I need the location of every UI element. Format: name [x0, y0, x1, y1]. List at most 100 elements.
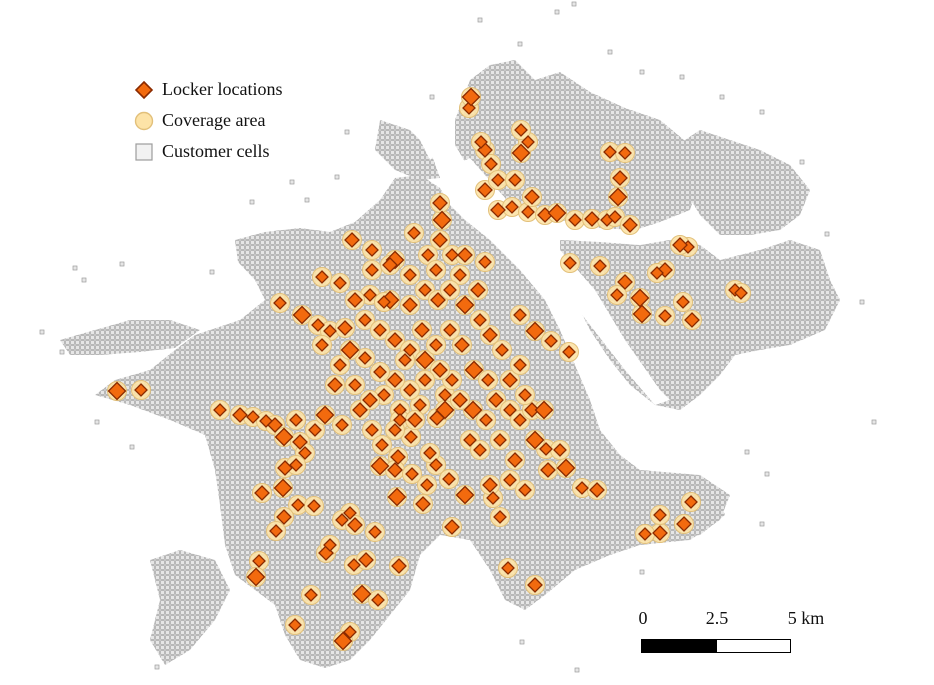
locker-marker[interactable] [315, 270, 329, 284]
locker-marker[interactable] [402, 297, 418, 313]
locker-marker[interactable] [292, 434, 308, 450]
locker-marker[interactable] [277, 460, 293, 476]
locker-marker[interactable] [404, 430, 418, 444]
locker-marker[interactable] [653, 508, 667, 522]
locker-marker[interactable] [337, 320, 353, 336]
locker-marker[interactable] [502, 372, 518, 388]
locker-marker[interactable] [534, 400, 554, 420]
locker-marker[interactable] [403, 383, 417, 397]
locker-marker[interactable] [418, 283, 432, 297]
locker-marker[interactable] [507, 452, 523, 468]
locker-marker[interactable] [525, 321, 545, 341]
locker-marker[interactable] [734, 286, 748, 300]
locker-marker[interactable] [432, 362, 448, 378]
locker-marker[interactable] [276, 509, 292, 525]
locker-marker[interactable] [414, 322, 430, 338]
locker-marker[interactable] [630, 288, 650, 308]
locker-marker[interactable] [493, 510, 507, 524]
locker-marker[interactable] [473, 443, 487, 457]
locker-marker[interactable] [232, 407, 248, 423]
locker-marker[interactable] [432, 195, 448, 211]
locker-marker[interactable] [524, 402, 540, 418]
locker-marker[interactable] [544, 334, 558, 348]
locker-marker[interactable] [486, 491, 500, 505]
locker-marker[interactable] [608, 210, 622, 224]
locker-marker[interactable] [521, 135, 535, 149]
locker-marker[interactable] [503, 403, 517, 417]
locker-marker[interactable] [323, 324, 337, 338]
locker-marker[interactable] [562, 345, 576, 359]
locker-marker[interactable] [481, 373, 495, 387]
locker-marker[interactable] [479, 413, 493, 427]
locker-marker[interactable] [304, 588, 318, 602]
locker-marker[interactable] [387, 332, 403, 348]
locker-marker[interactable] [575, 481, 589, 495]
locker-marker[interactable] [638, 527, 652, 541]
locker-marker[interactable] [457, 247, 473, 263]
locker-marker[interactable] [453, 268, 467, 282]
locker-marker[interactable] [213, 403, 227, 417]
locker-marker[interactable] [568, 213, 582, 227]
locker-marker[interactable] [370, 456, 390, 476]
locker-marker[interactable] [405, 467, 419, 481]
locker-marker[interactable] [252, 554, 266, 568]
locker-marker[interactable] [387, 372, 403, 388]
locker-marker[interactable] [455, 485, 475, 505]
locker-marker[interactable] [413, 398, 427, 412]
locker-marker[interactable] [315, 405, 335, 425]
locker-marker[interactable] [684, 495, 698, 509]
locker-marker[interactable] [352, 584, 372, 604]
locker-marker[interactable] [513, 308, 527, 322]
locker-marker[interactable] [415, 496, 431, 512]
locker-marker[interactable] [335, 418, 349, 432]
locker-marker[interactable] [358, 552, 374, 568]
locker-marker[interactable] [358, 351, 372, 365]
locker-marker[interactable] [513, 413, 527, 427]
locker-marker[interactable] [518, 483, 532, 497]
locker-marker[interactable] [343, 625, 357, 639]
locker-marker[interactable] [291, 498, 305, 512]
locker-marker[interactable] [407, 226, 421, 240]
locker-marker[interactable] [246, 410, 260, 424]
locker-marker[interactable] [429, 263, 443, 277]
locker-marker[interactable] [403, 268, 417, 282]
locker-marker[interactable] [420, 478, 434, 492]
locker-marker[interactable] [375, 438, 389, 452]
locker-marker[interactable] [429, 458, 443, 472]
locker-marker[interactable] [478, 255, 492, 269]
locker-marker[interactable] [373, 323, 387, 337]
locker-marker[interactable] [403, 343, 417, 357]
locker-marker[interactable] [289, 413, 303, 427]
locker-marker[interactable] [490, 202, 506, 218]
locker-marker[interactable] [442, 472, 456, 486]
locker-marker[interactable] [464, 360, 484, 380]
locker-marker[interactable] [493, 433, 507, 447]
locker-marker[interactable] [344, 232, 360, 248]
locker-marker[interactable] [254, 485, 270, 501]
locker-marker[interactable] [603, 145, 617, 159]
locker-marker[interactable] [340, 340, 360, 360]
locker-marker[interactable] [391, 558, 407, 574]
locker-marker[interactable] [407, 412, 423, 428]
locker-marker[interactable] [274, 427, 294, 447]
locker-marker[interactable] [521, 205, 535, 219]
locker-marker[interactable] [421, 248, 435, 262]
locker-marker[interactable] [365, 243, 379, 257]
locker-marker[interactable] [556, 458, 576, 478]
locker-marker[interactable] [672, 237, 688, 253]
locker-marker[interactable] [430, 292, 446, 308]
locker-marker[interactable] [377, 388, 391, 402]
locker-marker[interactable] [432, 232, 448, 248]
locker-marker[interactable] [289, 458, 303, 472]
locker-marker[interactable] [365, 423, 379, 437]
locker-marker[interactable] [333, 631, 353, 651]
locker-marker[interactable] [398, 353, 412, 367]
locker-marker[interactable] [482, 327, 498, 343]
locker-marker[interactable] [445, 248, 459, 262]
locker-marker[interactable] [273, 478, 293, 498]
locker-marker[interactable] [273, 296, 287, 310]
locker-marker[interactable] [288, 618, 302, 632]
locker-marker[interactable] [362, 392, 378, 408]
locker-marker[interactable] [107, 381, 127, 401]
locker-marker[interactable] [455, 295, 475, 315]
